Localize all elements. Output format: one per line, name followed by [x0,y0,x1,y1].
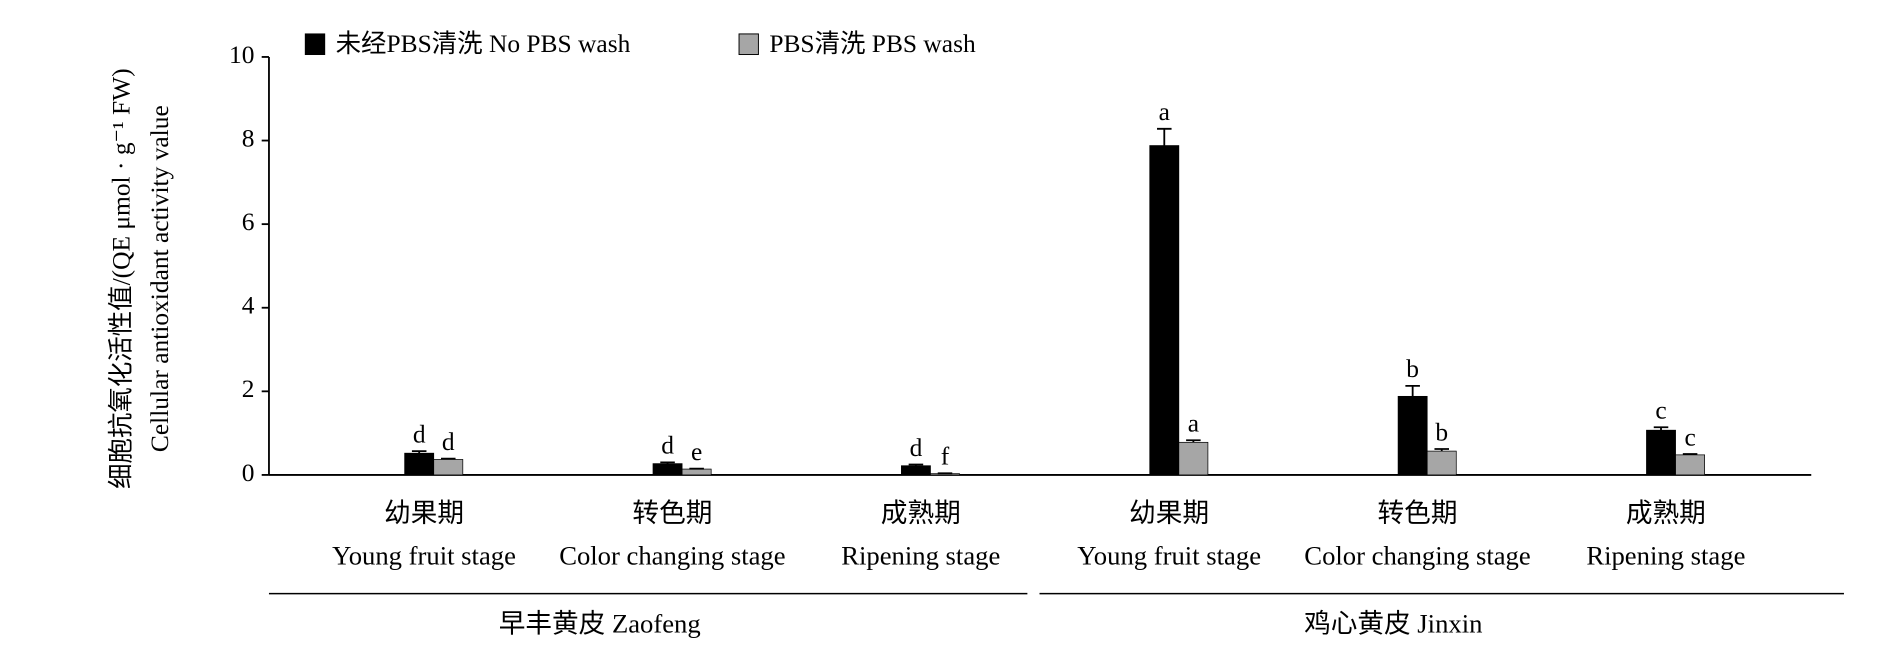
y-tick-label: 8 [242,123,255,152]
x-tick-label: Young fruit stage [332,541,516,571]
significance-letter: c [1684,422,1695,451]
significance-letter: d [442,427,455,456]
bar [901,465,931,476]
legend-swatch [738,33,759,56]
error-bar [1157,127,1172,146]
significance-letter: d [661,431,674,460]
legend-label: PBS清洗 PBS wash [769,29,976,58]
error-bar [1434,448,1449,452]
x-tick-label: Young fruit stage [1077,541,1261,571]
y-tick-label: 10 [229,40,254,69]
legend-label: 未经PBS清洗 No PBS wash [336,29,631,58]
bar [1675,454,1705,476]
significance-letter: a [1188,409,1199,438]
bar [1426,450,1457,476]
bar [404,452,435,476]
legend-swatch [304,33,326,56]
bar [1178,441,1209,476]
y-axis-label: Cellular antioxidant activity value [145,105,174,452]
x-tick-label: 转色期 [632,498,712,528]
significance-letter: d [413,419,426,448]
error-bar [1405,384,1420,397]
x-tick-label: 幼果期 [384,498,464,528]
significance-letter: c [1655,396,1666,425]
y-tick-label: 6 [242,207,255,236]
x-tick-label: 成熟期 [1626,498,1706,528]
x-tick-label: Ripening stage [841,541,1000,571]
bar [433,459,464,476]
error-bar [1653,426,1669,431]
x-tick-label: Color changing stage [1304,541,1530,571]
bar [652,463,683,476]
bar [1646,429,1676,476]
y-tick-label: 4 [242,291,255,320]
y-axis-label: 细胞抗氧化活性值/(QE μmol · g⁻¹ FW) [106,68,135,488]
significance-letter: d [910,433,923,462]
x-tick-label: Ripening stage [1586,541,1745,571]
significance-letter: b [1406,354,1419,383]
group-label: 鸡心黄皮 Jinxin [1304,608,1482,638]
significance-letter: a [1159,97,1170,126]
y-tick-label: 2 [242,374,255,403]
error-bar [1186,439,1201,443]
error-bar [411,450,427,454]
x-tick-label: 幼果期 [1129,498,1209,528]
x-tick-label: Color changing stage [559,541,785,571]
significance-letter: f [941,442,950,471]
significance-letter: b [1435,417,1448,446]
error-bar [1682,453,1698,455]
significance-letter: e [691,437,702,466]
error-bar [660,461,675,464]
x-tick-label: 转色期 [1378,498,1458,528]
error-bar [440,457,456,460]
x-tick-label: 成熟期 [881,498,961,528]
bar [1149,145,1180,476]
bar [1397,395,1428,476]
group-label: 早丰黄皮 Zaofeng [499,608,701,638]
error-bar [908,463,924,466]
y-tick-label: 0 [242,458,255,487]
bar [681,468,712,476]
